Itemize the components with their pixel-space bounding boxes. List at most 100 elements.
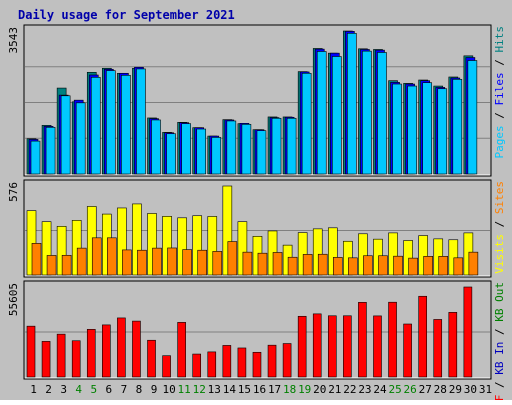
x-tick-label-28: 28 bbox=[434, 383, 447, 396]
bar-kb-f-18 bbox=[282, 343, 292, 378]
legend-separator: / bbox=[493, 375, 506, 395]
bar-pages-2 bbox=[45, 127, 56, 175]
bar-pages-6 bbox=[106, 70, 116, 175]
x-tick-label-15: 15 bbox=[238, 383, 251, 396]
bar-sites-17 bbox=[272, 252, 283, 276]
bar-visits-20 bbox=[312, 228, 323, 276]
bar-kb-f-19 bbox=[297, 315, 307, 378]
bar-sites-25 bbox=[393, 255, 403, 276]
bar-pages-14 bbox=[226, 120, 237, 175]
bar-kb-f-2 bbox=[41, 341, 51, 378]
bar-sites-4 bbox=[76, 247, 87, 276]
bar-visits-23 bbox=[358, 233, 368, 276]
bar-sites-7 bbox=[122, 249, 132, 276]
bar-kb-f-22 bbox=[343, 315, 352, 378]
y-max-label: 55605 bbox=[7, 283, 20, 316]
x-tick-label-1: 1 bbox=[30, 383, 37, 396]
bar-sites-27 bbox=[423, 256, 433, 276]
bar-visits-7 bbox=[117, 207, 127, 276]
bar-pages-5 bbox=[90, 77, 101, 175]
bar-kb-f-10 bbox=[162, 355, 171, 378]
bar-visits-14 bbox=[222, 185, 233, 276]
bar-pages-18 bbox=[286, 117, 297, 175]
legend-item: Visits bbox=[493, 234, 506, 274]
bar-sites-10 bbox=[167, 247, 177, 276]
chart-title: Daily usage for September 2021 bbox=[18, 8, 235, 22]
bar-kb-f-25 bbox=[388, 301, 397, 378]
bar-kb-f-14 bbox=[222, 345, 232, 378]
x-tick-label-29: 29 bbox=[449, 383, 462, 396]
x-tick-label-9: 9 bbox=[151, 383, 158, 396]
bar-sites-2 bbox=[46, 255, 57, 276]
x-tick-label-25: 25 bbox=[388, 383, 401, 396]
bar-pages-1 bbox=[30, 140, 41, 175]
legend-item: KB Out bbox=[493, 282, 506, 322]
bar-sites-18 bbox=[287, 256, 298, 276]
bar-kb-f-15 bbox=[237, 347, 247, 378]
bar-sites-22 bbox=[348, 257, 358, 276]
x-tick-label-19: 19 bbox=[298, 383, 311, 396]
bar-visits-26 bbox=[403, 240, 413, 276]
bar-pages-22 bbox=[347, 33, 357, 175]
legend-item: Sites bbox=[493, 181, 506, 214]
bar-kb-f-6 bbox=[102, 324, 111, 378]
bar-sites-26 bbox=[408, 257, 418, 276]
bar-kb-f-11 bbox=[177, 322, 186, 378]
x-tick-label-10: 10 bbox=[162, 383, 175, 396]
x-tick-label-22: 22 bbox=[343, 383, 356, 396]
bar-kb-f-3 bbox=[56, 333, 66, 378]
bar-visits-12 bbox=[192, 215, 203, 276]
bar-pages-26 bbox=[407, 85, 417, 175]
x-tick-label-20: 20 bbox=[313, 383, 326, 396]
bar-visits-15 bbox=[237, 221, 248, 276]
y-max-label: 576 bbox=[7, 182, 20, 202]
bar-kb-f-20 bbox=[312, 313, 322, 378]
bar-sites-15 bbox=[242, 251, 253, 276]
panel-hits-files-pages: 3543 Pages / Files / Hits bbox=[7, 24, 506, 177]
legend-separator: / bbox=[493, 106, 506, 126]
x-tick-label-14: 14 bbox=[223, 383, 237, 396]
bar-kb-f-7 bbox=[117, 317, 126, 378]
x-tick-label-23: 23 bbox=[358, 383, 371, 396]
bar-visits-19 bbox=[297, 232, 308, 276]
bar-visits-8 bbox=[132, 203, 142, 276]
legend-separator: / bbox=[493, 322, 506, 342]
x-tick-label-5: 5 bbox=[90, 383, 97, 396]
bar-sites-5 bbox=[91, 237, 102, 276]
bar-pages-13 bbox=[211, 137, 222, 175]
bar-kb-f-8 bbox=[132, 320, 141, 378]
bar-sites-1 bbox=[31, 243, 42, 276]
legend-item: Files bbox=[493, 72, 506, 105]
x-tick-label-27: 27 bbox=[419, 383, 432, 396]
bar-kb-f-30 bbox=[463, 286, 473, 378]
bar-kb-f-23 bbox=[358, 302, 367, 378]
bar-sites-9 bbox=[152, 247, 162, 276]
x-tick-label-12: 12 bbox=[193, 383, 206, 396]
x-tick-label-7: 7 bbox=[121, 383, 128, 396]
bar-visits-10 bbox=[162, 216, 172, 276]
bar-kb-f-4 bbox=[71, 340, 81, 378]
bar-pages-16 bbox=[256, 130, 267, 175]
bar-kb-f-1 bbox=[26, 325, 36, 378]
legend: KB F / KB In / KB Out bbox=[493, 282, 506, 400]
bar-pages-17 bbox=[271, 117, 282, 175]
bar-kb-f-12 bbox=[192, 353, 202, 378]
bar-pages-4 bbox=[75, 102, 86, 175]
bar-kb-f-16 bbox=[252, 351, 262, 378]
bar-kb-f-26 bbox=[403, 323, 412, 378]
bar-visits-13 bbox=[207, 216, 218, 276]
bar-sites-12 bbox=[197, 249, 208, 276]
bar-kb-f-9 bbox=[147, 339, 156, 378]
bar-pages-12 bbox=[196, 128, 207, 175]
bar-kb-f-28 bbox=[433, 319, 443, 378]
bar-sites-3 bbox=[61, 254, 72, 276]
bar-sites-20 bbox=[317, 253, 328, 276]
bar-kb-f-13 bbox=[207, 351, 217, 378]
bar-visits-1 bbox=[26, 210, 37, 276]
bar-sites-19 bbox=[302, 254, 313, 276]
x-tick-label-18: 18 bbox=[283, 383, 296, 396]
bar-pages-30 bbox=[467, 60, 478, 175]
x-tick-label-6: 6 bbox=[106, 383, 113, 396]
